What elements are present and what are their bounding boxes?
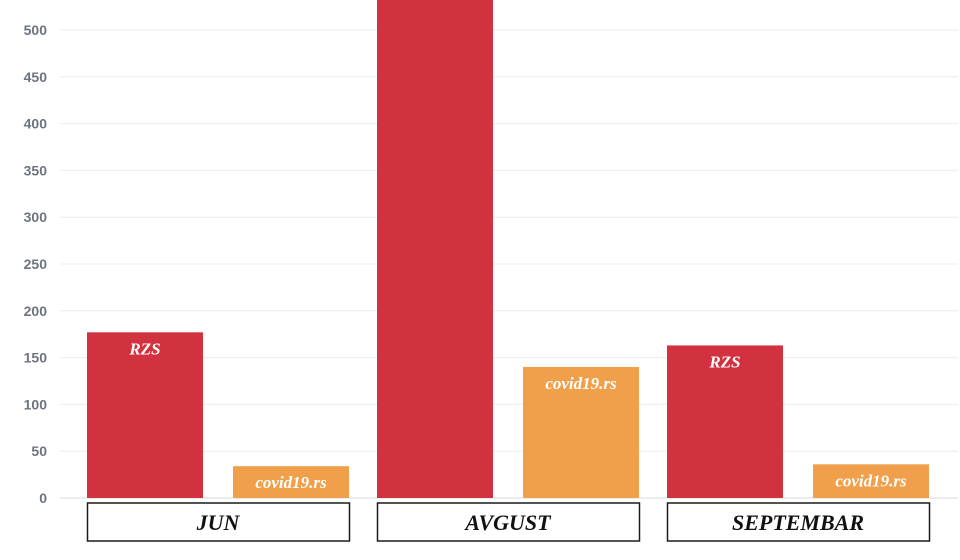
- x-tick-label: AVGUST: [463, 510, 552, 535]
- bar-rzs-jun: [87, 332, 203, 498]
- bar-rzs-avgust: [377, 0, 493, 498]
- bar-covid19-jun: [233, 466, 349, 498]
- gridlines: [60, 29, 958, 499]
- bars: [87, 0, 929, 498]
- y-tick-label: 350: [24, 162, 48, 178]
- bar-label: covid19.rs: [545, 374, 617, 393]
- bar-rzs-septembar: [667, 345, 783, 498]
- bar-covid19-septembar: [813, 464, 929, 498]
- y-tick-label: 250: [24, 256, 48, 272]
- y-tick-label: 0: [39, 490, 47, 506]
- y-tick-label: 100: [24, 396, 48, 412]
- bar-label: RZS: [128, 339, 160, 358]
- y-tick-label: 150: [24, 350, 48, 366]
- x-tick-label: JUN: [196, 510, 241, 535]
- bar-label: RZS: [708, 352, 740, 371]
- y-tick-label: 400: [24, 116, 48, 132]
- bar-label: covid19.rs: [835, 471, 907, 490]
- y-tick-label: 500: [24, 22, 48, 38]
- category-box: [86, 502, 351, 542]
- category-labels: JUN AVGUST SEPTEMBAR: [86, 502, 931, 542]
- bar-labels: RZS covid19.rs covid19.rs RZS covid19.rs: [128, 339, 907, 492]
- x-tick-label: SEPTEMBAR: [732, 510, 864, 535]
- category-box: [376, 502, 641, 542]
- y-tick-label: 200: [24, 303, 48, 319]
- y-axis-ticks: 0 50 100 150 200 250 300 350 400 450 500: [24, 22, 48, 506]
- y-tick-label: 50: [31, 443, 47, 459]
- bar-covid19-avgust: [523, 366, 639, 498]
- y-tick-label: 300: [24, 209, 48, 225]
- bar-label: covid19.rs: [255, 473, 327, 492]
- y-tick-label: 450: [24, 69, 48, 85]
- category-box: [666, 502, 931, 542]
